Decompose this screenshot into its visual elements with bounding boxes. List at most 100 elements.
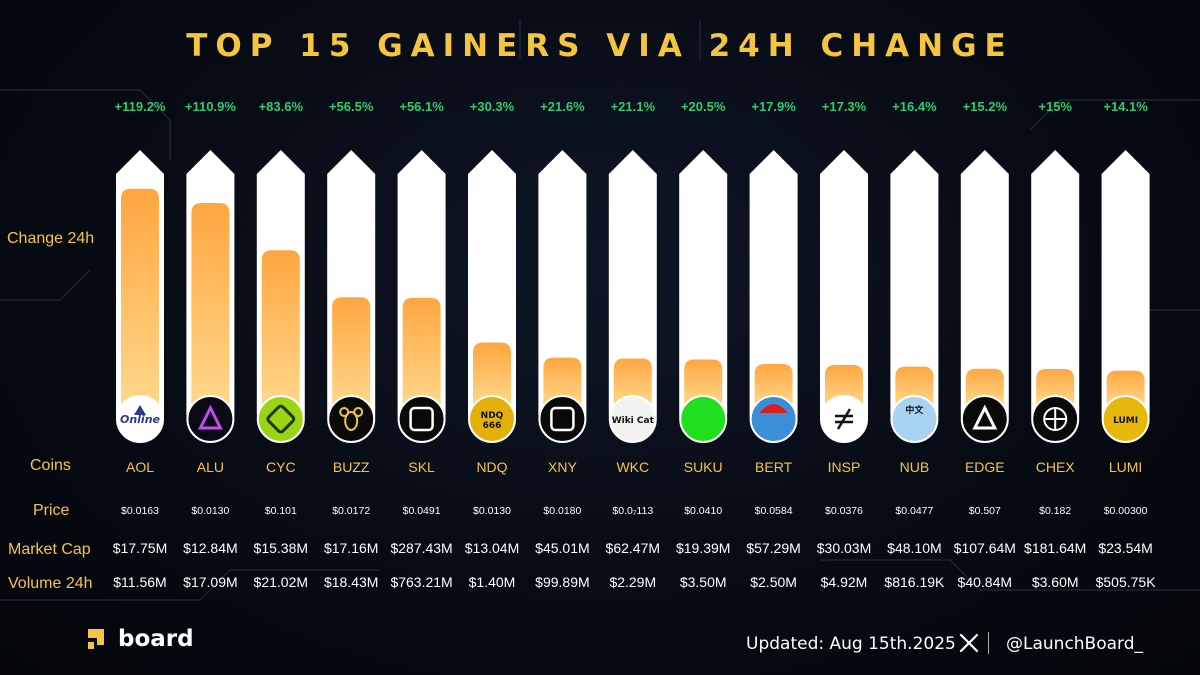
buzz-bee-icon — [327, 395, 376, 443]
xny-logo-icon — [538, 395, 587, 443]
row-label-market-cap: Market Cap — [8, 541, 91, 558]
value-label: +15% — [1038, 99, 1072, 114]
price-value: $0.0410 — [684, 505, 722, 517]
board-logo-icon — [88, 629, 104, 649]
bar-track — [960, 150, 1009, 438]
nub-cat-icon: 中文 — [890, 395, 939, 443]
market-cap-value: $107.64M — [954, 540, 1016, 556]
coin-symbol: LUMI — [1109, 459, 1142, 475]
footer-divider — [988, 632, 989, 654]
market-cap-value: $13.04M — [465, 540, 519, 556]
row-label-volume: Volume 24h — [8, 575, 93, 592]
bar-group-nub: 中文 — [890, 150, 939, 443]
chex-network-icon — [1031, 395, 1080, 443]
coin-symbol: BERT — [755, 459, 793, 475]
price-value: $0.0491 — [403, 505, 441, 517]
market-cap-value: $57.29M — [746, 540, 800, 556]
skl-logo-icon — [397, 395, 446, 443]
coin-symbol: CHEX — [1036, 459, 1076, 475]
icon-text: 666 — [483, 421, 502, 431]
row-label-price: Price — [33, 502, 70, 519]
price-value: $0.101 — [265, 505, 297, 517]
market-cap-value: $30.03M — [817, 540, 871, 556]
x-icon[interactable] — [958, 632, 980, 654]
value-label: +15.2% — [963, 99, 1008, 114]
price-value: $0.182 — [1039, 505, 1071, 517]
price-value: $0.00300 — [1104, 505, 1148, 517]
price-value: $0.0163 — [121, 505, 159, 517]
volume-value: $17.09M — [183, 574, 237, 590]
value-label: +21.1% — [611, 99, 656, 114]
insp-logo-icon — [820, 395, 868, 443]
icon-text: Wiki Cat — [612, 416, 655, 426]
market-cap-value: $48.10M — [887, 540, 941, 556]
volume-value: $11.56M — [113, 574, 166, 590]
coin-symbol: BUZZ — [333, 459, 370, 475]
value-label: +56.1% — [399, 99, 444, 114]
value-label: +14.1% — [1103, 99, 1148, 114]
value-label: +110.9% — [185, 99, 236, 114]
value-label: +30.3% — [470, 99, 515, 114]
bar-xny — [543, 357, 582, 405]
market-cap-value: $45.01M — [535, 540, 589, 556]
suku-green-circle-icon — [679, 395, 728, 443]
coin-symbol: EDGE — [965, 459, 1005, 475]
volume-value: $40.84M — [958, 574, 1012, 590]
volume-value: $2.50M — [750, 574, 797, 590]
coin-symbol: AOL — [126, 459, 154, 475]
cyc-logo-icon — [256, 395, 305, 443]
bar-group-suku — [679, 150, 728, 443]
row-label-coins: Coins — [30, 457, 71, 474]
market-cap-value: $62.47M — [606, 540, 660, 556]
volume-value: $99.89M — [535, 574, 589, 590]
price-value: $0.0₇113 — [612, 505, 653, 517]
price-value: $0.0180 — [543, 505, 581, 517]
bar-group-wkc: Wiki Cat — [608, 150, 657, 443]
value-label: +21.6% — [540, 99, 585, 114]
volume-value: $21.02M — [254, 574, 308, 590]
price-value: $0.0130 — [473, 505, 511, 517]
price-value: $0.507 — [969, 505, 1001, 517]
bar-track — [1101, 150, 1150, 438]
icon-text: Online — [120, 413, 161, 426]
bar-group-xny — [538, 150, 587, 443]
market-cap-value: $12.84M — [183, 540, 237, 556]
bar-nub — [895, 366, 934, 405]
bar-group-alu — [186, 150, 235, 443]
coin-symbol: NDQ — [476, 459, 507, 475]
edge-triangle-icon — [960, 395, 1009, 443]
aol-logo-icon: Online — [116, 395, 164, 443]
volume-value: $763.21M — [390, 574, 452, 590]
bar-wkc — [613, 358, 652, 405]
value-label: +56.5% — [329, 99, 374, 114]
bar-alu — [191, 203, 230, 405]
market-cap-value: $17.16M — [324, 540, 378, 556]
bar-aol — [121, 188, 159, 405]
chart-title: TOP 15 GAINERS VIA 24H CHANGE — [186, 28, 1014, 64]
price-value: $0.0584 — [755, 505, 793, 517]
coin-symbol: CYC — [266, 459, 296, 475]
price-value: $0.0477 — [895, 505, 933, 517]
market-cap-value: $23.54M — [1098, 540, 1152, 556]
icon-text: 中文 — [905, 404, 924, 416]
bar-group-bert — [749, 150, 798, 443]
value-label: +119.2% — [115, 99, 166, 114]
bar-group-cyc — [256, 150, 305, 443]
coin-symbol: SKL — [408, 459, 435, 475]
coin-symbol: INSP — [828, 459, 861, 475]
volume-value: $18.43M — [324, 574, 378, 590]
row-label-change: Change 24h — [7, 230, 95, 247]
volume-value: $816.19K — [884, 574, 945, 590]
volume-value: $2.29M — [609, 574, 656, 590]
updated-date: Updated: Aug 15th.2025 — [746, 634, 956, 654]
wkc-cat-icon: Wiki Cat — [608, 395, 657, 443]
bar-suku — [684, 359, 723, 405]
value-label: +16.4% — [892, 99, 937, 114]
brand-name: board — [118, 626, 194, 652]
bar-buzz — [332, 297, 371, 405]
lumi-logo-icon: LUMI — [1101, 395, 1150, 443]
social-handle[interactable]: @LaunchBoard_ — [1006, 634, 1144, 654]
value-label: +17.9% — [751, 99, 796, 114]
value-label: +83.6% — [259, 99, 304, 114]
